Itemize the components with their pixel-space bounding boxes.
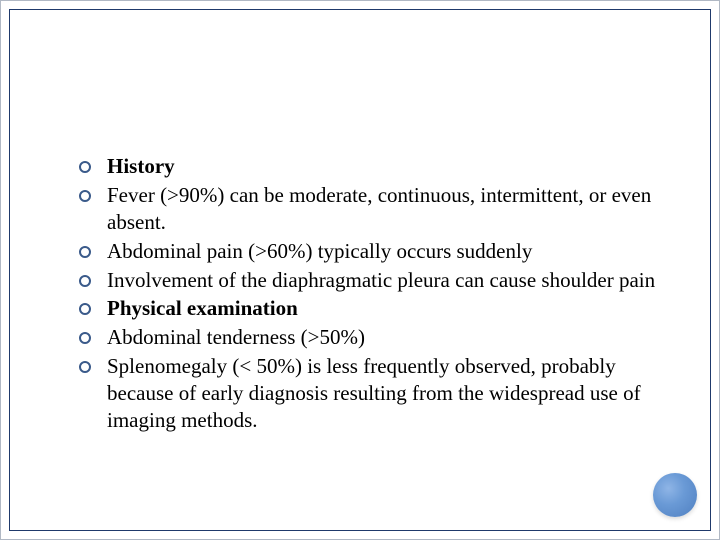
bullet-text: Splenomegaly (< 50%) is less frequently …	[107, 353, 659, 434]
bullet-text: Abdominal pain (>60%) typically occurs s…	[107, 238, 659, 265]
list-item: Physical examination	[79, 295, 659, 322]
bullet-ring-icon	[79, 190, 91, 202]
accent-sphere-icon	[653, 473, 697, 517]
bullet-ring-icon	[79, 303, 91, 315]
bullet-text: History	[107, 153, 659, 180]
bullet-ring-icon	[79, 246, 91, 258]
list-item: Abdominal tenderness (>50%)	[79, 324, 659, 351]
bullet-ring-icon	[79, 332, 91, 344]
bullet-text: Fever (>90%) can be moderate, continuous…	[107, 182, 659, 236]
slide-container: History Fever (>90%) can be moderate, co…	[0, 0, 720, 540]
list-item: Fever (>90%) can be moderate, continuous…	[79, 182, 659, 236]
bullet-ring-icon	[79, 275, 91, 287]
bullet-list: History Fever (>90%) can be moderate, co…	[79, 153, 659, 436]
bullet-ring-icon	[79, 361, 91, 373]
bullet-text: Physical examination	[107, 295, 659, 322]
bullet-ring-icon	[79, 161, 91, 173]
list-item: History	[79, 153, 659, 180]
list-item: Abdominal pain (>60%) typically occurs s…	[79, 238, 659, 265]
bullet-text: Involvement of the diaphragmatic pleura …	[107, 267, 659, 294]
list-item: Involvement of the diaphragmatic pleura …	[79, 267, 659, 294]
bullet-text: Abdominal tenderness (>50%)	[107, 324, 659, 351]
list-item: Splenomegaly (< 50%) is less frequently …	[79, 353, 659, 434]
